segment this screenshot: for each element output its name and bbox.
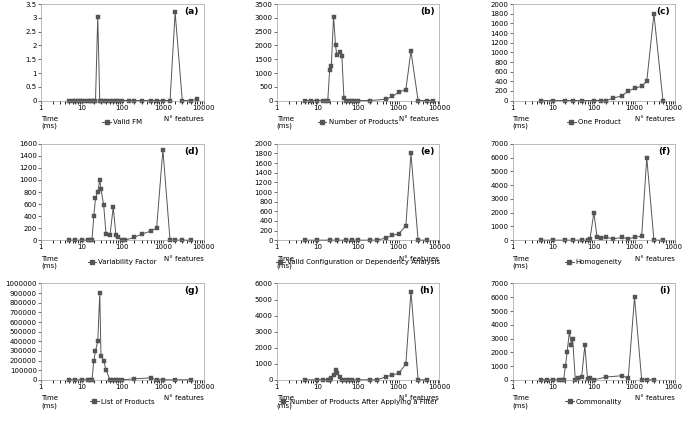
Text: Time
(ms): Time (ms): [41, 395, 58, 409]
Text: (i): (i): [659, 287, 670, 295]
Text: (b): (b): [420, 7, 434, 16]
Text: (h): (h): [419, 287, 434, 295]
Text: Time
(ms): Time (ms): [513, 116, 529, 130]
Text: (c): (c): [657, 7, 670, 16]
Text: N° features: N° features: [636, 256, 675, 262]
Legend: Commonality: Commonality: [565, 399, 622, 405]
Text: (d): (d): [184, 147, 198, 156]
Legend: Number of Products After Applying a Filter: Number of Products After Applying a Filt…: [279, 399, 437, 405]
Legend: List of Products: List of Products: [90, 399, 154, 405]
Text: N° features: N° features: [400, 256, 439, 262]
Text: Time
(ms): Time (ms): [513, 256, 529, 269]
Text: Time
(ms): Time (ms): [41, 256, 58, 269]
Legend: Homogeneity: Homogeneity: [565, 259, 623, 265]
Text: (f): (f): [658, 147, 670, 156]
Text: Time
(ms): Time (ms): [277, 116, 294, 130]
Text: N° features: N° features: [164, 116, 203, 122]
Text: Time
(ms): Time (ms): [41, 116, 58, 130]
Text: (g): (g): [184, 287, 198, 295]
Legend: One Product: One Product: [567, 119, 621, 125]
Text: N° features: N° features: [164, 256, 203, 262]
Legend: Variability Factor: Variability Factor: [88, 259, 157, 265]
Text: (e): (e): [420, 147, 434, 156]
Text: (a): (a): [184, 7, 198, 16]
Legend: Valid FM: Valid FM: [102, 119, 142, 125]
Text: N° features: N° features: [400, 116, 439, 122]
Text: Time
(ms): Time (ms): [277, 395, 294, 409]
Legend: Valid Configuration or Dependency Analysis: Valid Configuration or Dependency Analys…: [276, 259, 440, 265]
Text: N° features: N° features: [636, 395, 675, 401]
Text: N° features: N° features: [400, 395, 439, 401]
Text: N° features: N° features: [636, 116, 675, 122]
Legend: Number of Products: Number of Products: [318, 119, 398, 125]
Text: Time
(ms): Time (ms): [277, 256, 294, 269]
Text: Time
(ms): Time (ms): [513, 395, 529, 409]
Text: N° features: N° features: [164, 395, 203, 401]
